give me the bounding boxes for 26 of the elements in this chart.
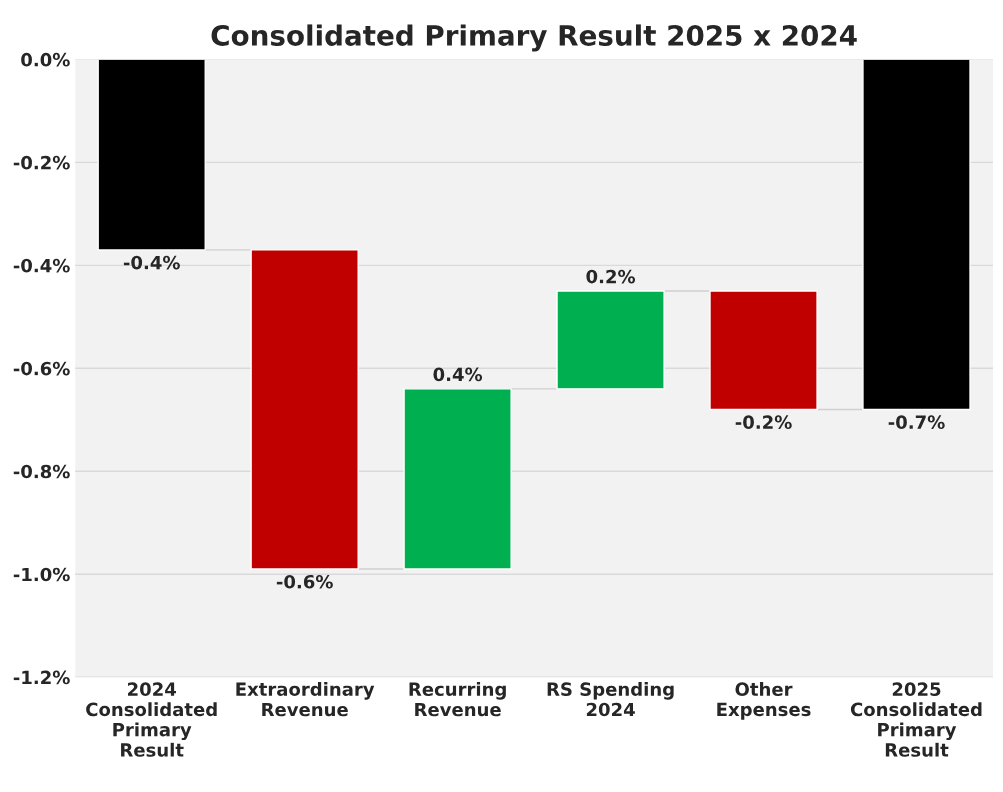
x-tick-label: Other Expenses [717, 682, 811, 720]
data-label: -0.6% [276, 574, 333, 589]
data-label: -0.4% [123, 255, 180, 270]
data-label: -0.7% [888, 415, 945, 429]
x-tick-label: Extraordinary Revenue [236, 682, 375, 717]
bar [403, 388, 512, 570]
chart-title: Consolidated Primary Result 2025 x 2024 [211, 24, 857, 52]
data-label: -0.2% [735, 415, 792, 429]
y-tick-label: -0.8% [13, 464, 70, 479]
bar [556, 290, 665, 390]
x-tick-label: RS Spending 2024 [547, 682, 674, 717]
data-label: 0.4% [433, 367, 483, 382]
y-tick-label: -0.2% [13, 155, 70, 170]
bar [862, 59, 971, 411]
y-tick-label: 0.0% [21, 52, 70, 67]
y-tick-label: -1.0% [13, 567, 70, 582]
data-label: 0.2% [586, 269, 636, 284]
y-tick-label: -1.2% [13, 670, 70, 685]
x-tick-label: Recurring Revenue [409, 682, 506, 717]
bar [709, 290, 818, 411]
bar [97, 59, 206, 251]
y-tick-label: -0.4% [13, 258, 70, 273]
x-tick-label: 2025 Consolidated Primary Result [850, 682, 982, 757]
y-tick-label: -0.6% [13, 361, 70, 376]
bar [250, 249, 359, 570]
x-tick-label: 2024 Consolidated Primary Result [86, 682, 217, 757]
